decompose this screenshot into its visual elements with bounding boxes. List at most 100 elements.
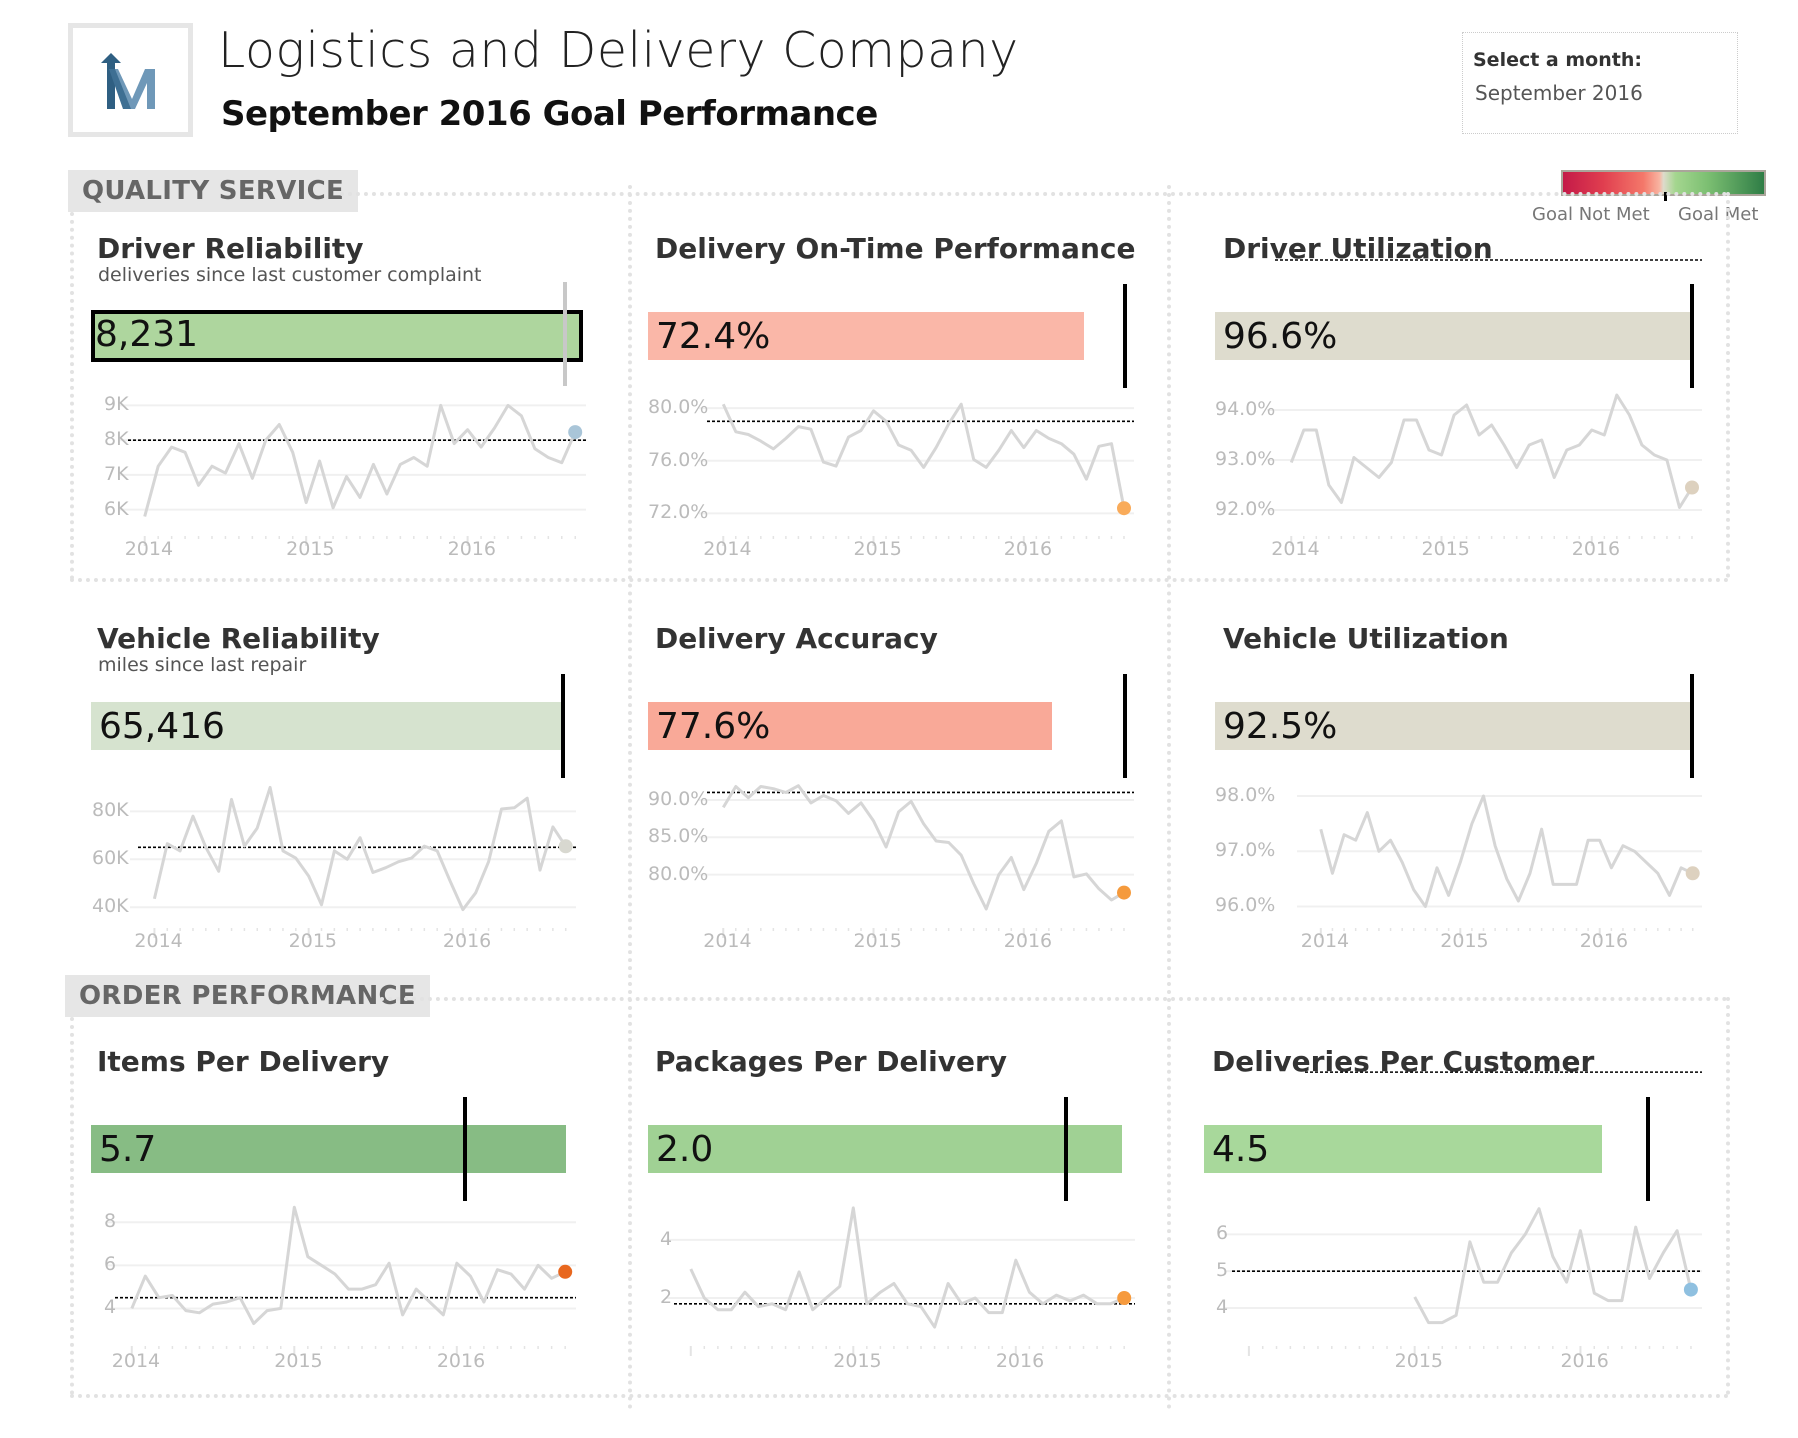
kpi-bar [1215,702,1690,750]
kpi-bar [1204,1125,1602,1173]
x-tick-label: 2015 [833,1350,882,1372]
y-tick-label: 5 [1216,1259,1229,1282]
divider-horizontal [70,578,1730,582]
goal-line [1064,1097,1068,1201]
goal-line [463,1097,467,1201]
trend-line [1413,1207,1693,1325]
x-tick-label: 2015 [274,1350,323,1372]
x-tick-label: 2015 [1394,1350,1444,1372]
kpi-value: 5.7 [99,1129,157,1170]
y-tick-label: 90.0% [648,787,709,810]
kpi-value: 92.5% [1223,706,1338,747]
goal-line [1690,674,1694,778]
goal-line [1690,284,1694,388]
company-logo [68,23,193,137]
y-tick-label: 2 [660,1286,673,1309]
y-tick-label: 76.0% [648,448,709,471]
x-tick-label: 2015 [853,930,902,952]
current-month-point[interactable] [558,839,573,854]
panel-title: Items Per Delivery [97,1045,390,1078]
month-selector-label: Select a month: [1473,49,1642,71]
y-tick-label: 6 [1216,1222,1229,1245]
legend-goal-not-met-label: Goal Not Met [1532,204,1650,225]
goal-line [1646,1097,1650,1201]
current-month-point[interactable] [1683,1282,1698,1297]
current-month-point[interactable] [1685,866,1700,881]
x-tick-label: 2014 [703,538,752,560]
goal-color-legend [1561,170,1766,196]
trend-line [143,403,577,517]
kpi-bar [91,702,564,750]
current-month-point[interactable] [1117,1291,1132,1305]
goal-line [563,282,567,386]
x-tick-label: 2014 [124,538,174,560]
kpi-value: 8,231 [95,314,199,355]
x-tick-label: 2014 [134,930,183,952]
trend-line [689,1206,1125,1329]
kpi-bar [91,310,583,362]
m-arrow-logo-icon [101,53,155,109]
panel-title: Packages Per Delivery [655,1045,1008,1078]
trend-line [721,402,1126,509]
x-tick-label: 2014 [703,930,752,952]
kpi-value: 77.6% [656,706,771,747]
goal-line [561,674,565,778]
month-selector[interactable]: Select a month: September 2016 [1462,32,1738,134]
current-month-point[interactable] [1117,885,1131,900]
divider-horizontal [340,192,1728,196]
current-month-point[interactable] [568,425,583,440]
x-tick-label: 2015 [1421,538,1470,560]
y-tick-label: 92.0% [1215,498,1276,520]
divider-vertical [1726,997,1730,1395]
y-tick-label: 6 [104,1253,117,1276]
kpi-bar [91,1125,566,1173]
panel-subtitle: deliveries since last customer complaint [98,264,482,286]
panel-subtitle: miles since last repair [98,654,307,676]
y-tick-label: 8K [104,428,129,451]
y-tick-label: 7K [104,462,129,485]
goal-line [1123,674,1127,778]
y-tick-label: 4 [104,1296,117,1319]
divider-vertical [628,185,632,1410]
divider-vertical [1726,192,1730,578]
x-tick-label: 2016 [436,1350,486,1372]
goal-line [1123,284,1127,388]
trend-line [1319,794,1694,908]
x-tick-label: 2015 [853,538,902,560]
y-tick-label: 93.0% [1215,448,1276,470]
y-tick-label: 97.0% [1215,839,1276,862]
kpi-value: 4.5 [1212,1129,1270,1170]
current-month-point[interactable] [1117,501,1131,516]
y-tick-label: 6K [104,497,129,520]
y-tick-label: 8 [104,1210,117,1233]
x-tick-label: 2016 [1571,538,1621,560]
kpi-value: 65,416 [99,706,225,747]
kpi-bar [648,312,1084,360]
y-tick-label: 98.0% [1215,784,1276,807]
kpi-bar [1215,312,1690,360]
app-title: Logistics and Delivery Company [218,22,1019,79]
divider-horizontal [380,997,1728,1001]
divider-vertical [70,212,74,580]
trend-line [130,1205,566,1325]
section-tab-quality-service: QUALITY SERVICE [68,170,359,212]
divider-horizontal [70,1394,1730,1398]
divider-vertical [70,1017,74,1395]
x-tick-label: 2016 [995,1350,1045,1372]
panel-title: Delivery On-Time Performance [655,232,1136,265]
month-selector-value[interactable]: September 2016 [1475,81,1643,105]
y-tick-label: 60K [92,847,129,870]
trend-line [1289,393,1694,509]
current-month-point[interactable] [1685,480,1699,495]
y-tick-label: 4 [1216,1295,1229,1318]
current-month-point[interactable] [558,1264,573,1279]
x-tick-label: 2016 [447,538,496,560]
kpi-value: 2.0 [656,1129,714,1170]
x-tick-label: 2016 [1579,930,1629,952]
